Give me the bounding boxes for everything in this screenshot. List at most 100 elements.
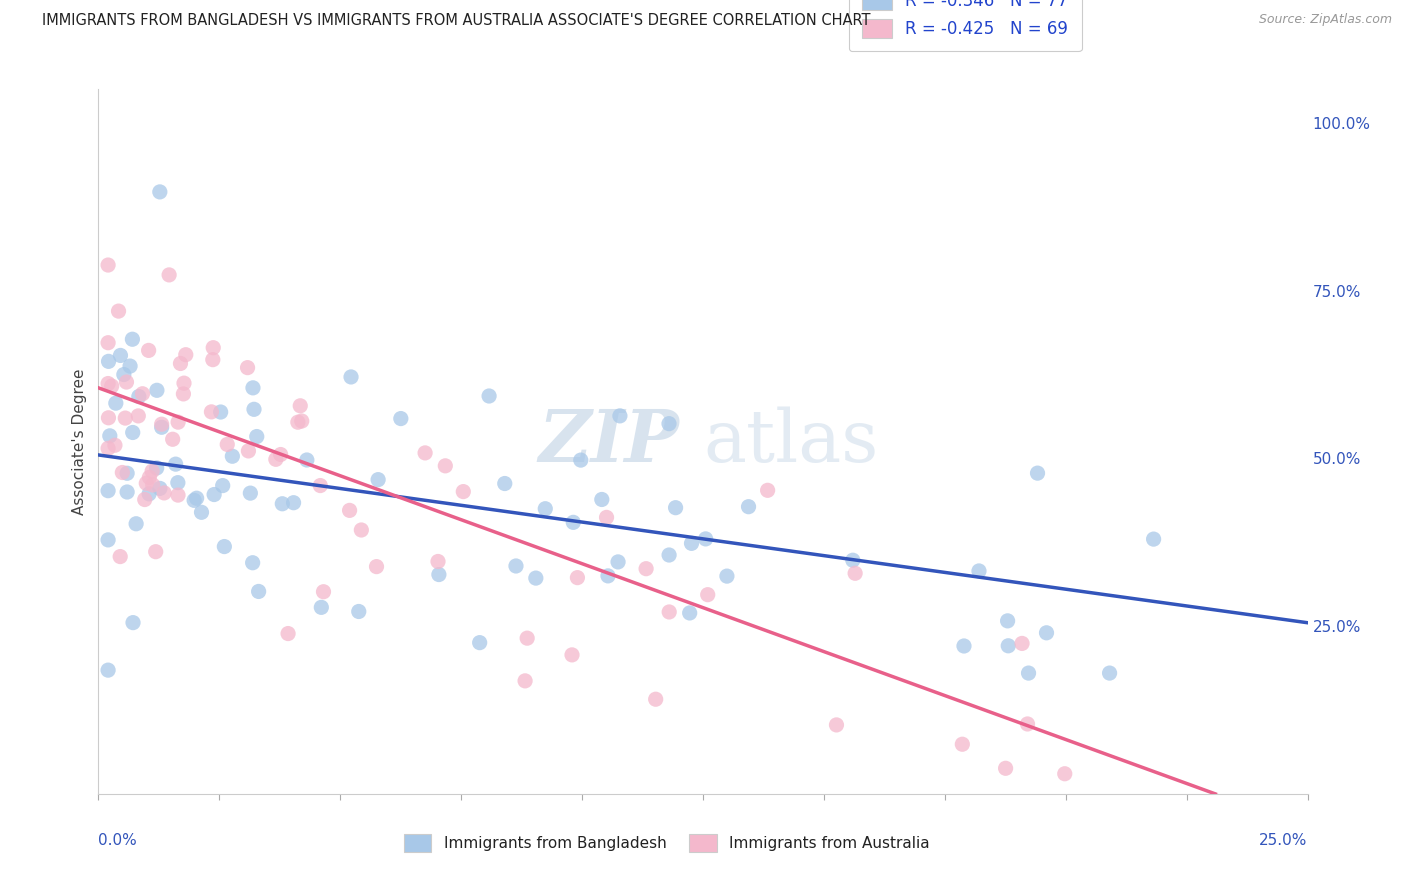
Point — [200, 405, 222, 419]
Point — [664, 500, 686, 515]
Point — [121, 332, 143, 346]
Point — [681, 536, 703, 550]
Point — [1098, 666, 1121, 681]
Point — [534, 501, 557, 516]
Point — [347, 605, 370, 619]
Point — [131, 386, 153, 401]
Point — [596, 569, 619, 583]
Point — [567, 571, 589, 585]
Point — [413, 446, 436, 460]
Point — [516, 631, 538, 645]
Point — [165, 457, 187, 471]
Point — [167, 488, 190, 502]
Point — [569, 453, 592, 467]
Point — [138, 470, 160, 484]
Point — [339, 503, 361, 517]
Point — [246, 429, 269, 443]
Point — [201, 352, 224, 367]
Text: Source: ZipAtlas.com: Source: ZipAtlas.com — [1258, 13, 1392, 27]
Point — [110, 348, 132, 362]
Point — [427, 567, 450, 582]
Point — [128, 390, 150, 404]
Point — [295, 453, 318, 467]
Point — [696, 588, 718, 602]
Point — [562, 516, 585, 530]
Point — [1018, 666, 1040, 681]
Point — [111, 466, 134, 480]
Point — [211, 478, 233, 492]
Point — [842, 553, 865, 567]
Point — [173, 376, 195, 391]
Point — [153, 486, 176, 500]
Point — [494, 476, 516, 491]
Point — [644, 692, 666, 706]
Point — [737, 500, 759, 514]
Text: 25.0%: 25.0% — [1260, 832, 1308, 847]
Point — [134, 492, 156, 507]
Point — [104, 438, 127, 452]
Point — [162, 432, 184, 446]
Point — [166, 475, 188, 490]
Point — [524, 571, 547, 585]
Point — [236, 360, 259, 375]
Legend: Immigrants from Bangladesh, Immigrants from Australia: Immigrants from Bangladesh, Immigrants f… — [392, 822, 942, 863]
Point — [100, 379, 122, 393]
Point — [115, 467, 138, 481]
Point — [146, 384, 169, 398]
Point — [1035, 625, 1057, 640]
Point — [183, 493, 205, 508]
Point — [242, 381, 264, 395]
Point — [658, 417, 681, 431]
Point — [1053, 766, 1076, 780]
Point — [202, 341, 225, 355]
Point — [108, 549, 131, 564]
Point — [97, 533, 120, 547]
Point — [97, 354, 120, 368]
Point — [636, 562, 658, 576]
Point — [138, 487, 160, 501]
Point — [98, 429, 121, 443]
Point — [190, 505, 212, 519]
Point — [239, 486, 262, 500]
Point — [145, 544, 167, 558]
Point — [290, 399, 312, 413]
Point — [270, 448, 292, 462]
Point — [1026, 466, 1049, 480]
Point — [997, 614, 1019, 628]
Point — [221, 449, 243, 463]
Point — [150, 417, 173, 432]
Point — [609, 409, 631, 423]
Point — [97, 335, 120, 350]
Point — [291, 414, 314, 428]
Point — [658, 605, 681, 619]
Point — [434, 458, 457, 473]
Point — [468, 635, 491, 649]
Point — [149, 185, 172, 199]
Point — [243, 402, 266, 417]
Point — [122, 615, 145, 630]
Point — [283, 496, 305, 510]
Point — [202, 487, 225, 501]
Point — [695, 532, 717, 546]
Point — [994, 761, 1017, 775]
Point — [172, 387, 194, 401]
Point — [1011, 636, 1033, 650]
Point — [149, 482, 172, 496]
Point — [591, 492, 613, 507]
Point — [478, 389, 501, 403]
Point — [513, 673, 536, 688]
Point — [112, 368, 135, 382]
Point — [114, 411, 136, 425]
Text: IMMIGRANTS FROM BANGLADESH VS IMMIGRANTS FROM AUSTRALIA ASSOCIATE'S DEGREE CORRE: IMMIGRANTS FROM BANGLADESH VS IMMIGRANTS… — [42, 13, 870, 29]
Point — [169, 356, 191, 370]
Point — [340, 370, 363, 384]
Point — [679, 606, 702, 620]
Point — [157, 268, 180, 282]
Point — [115, 485, 138, 500]
Point — [120, 359, 142, 373]
Point — [716, 569, 738, 583]
Point — [366, 559, 388, 574]
Point — [950, 737, 973, 751]
Point — [145, 461, 167, 475]
Point — [174, 348, 197, 362]
